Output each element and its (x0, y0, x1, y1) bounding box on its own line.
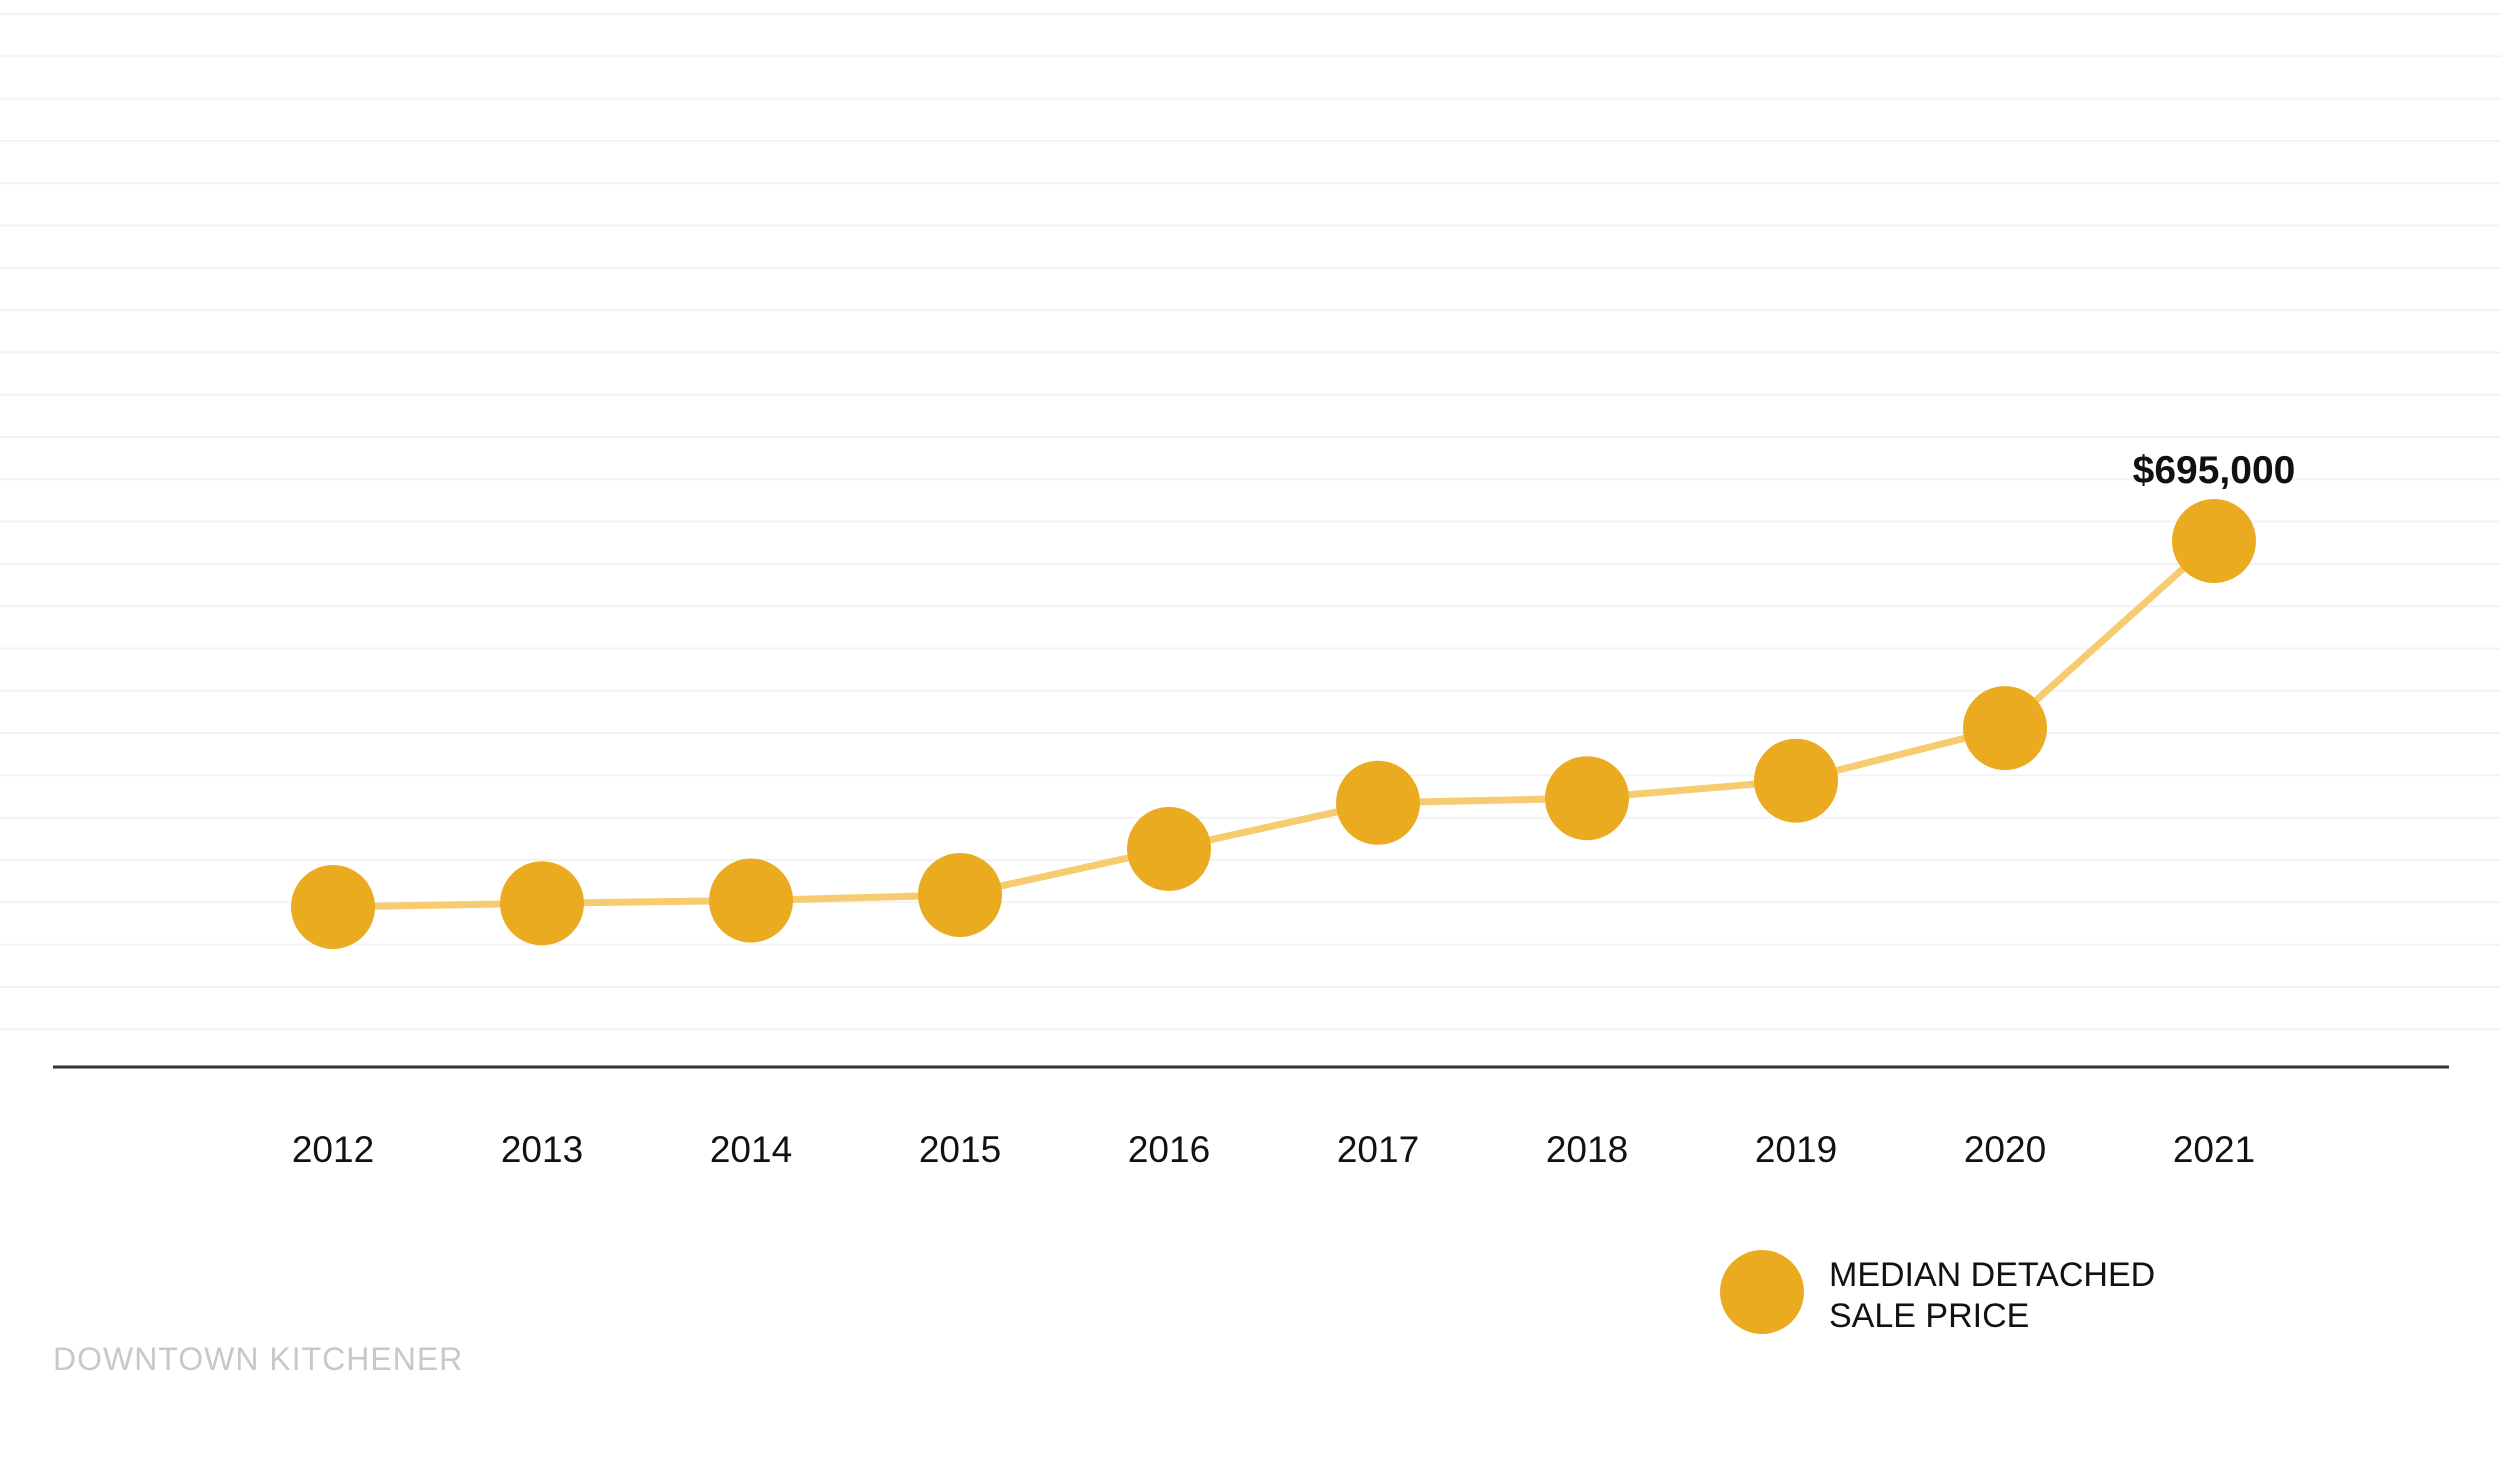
source-label: DOWNTOWN KITCHENER (53, 1341, 463, 1377)
data-point-2020 (1963, 686, 2047, 771)
x-tick-label-2018: 2018 (1546, 1129, 1628, 1170)
x-tick-labels: 2012 2013 2014 2015 2016 2017 2018 2019 2020 2021 (292, 1129, 2255, 1170)
data-point-2015 (918, 853, 1002, 937)
data-label-2021: $695,000 (2133, 449, 2296, 492)
legend: MEDIAN DETACHED SALE PRICE (1720, 1250, 2155, 1335)
data-point-2019 (1754, 738, 1838, 823)
x-tick-label-2016: 2016 (1128, 1129, 1210, 1170)
x-tick-label-2020: 2020 (1964, 1129, 2046, 1170)
data-point-2018 (1545, 756, 1629, 841)
x-tick-label-2012: 2012 (292, 1129, 374, 1170)
x-tick-label-2017: 2017 (1337, 1129, 1419, 1170)
data-point-2017 (1336, 760, 1420, 845)
x-tick-label-2021: 2021 (2173, 1129, 2255, 1170)
gridlines (0, 13, 2501, 1031)
legend-swatch (1720, 1250, 1804, 1334)
series-line (329, 537, 2218, 911)
data-point-2021 (2172, 499, 2256, 583)
x-tick-label-2014: 2014 (710, 1129, 792, 1170)
data-point-2012 (291, 865, 375, 949)
legend-label-line-2: SALE PRICE (1829, 1297, 2029, 1335)
data-labels: $695,000 (2133, 449, 2296, 492)
data-points (291, 499, 2256, 949)
data-point-2014 (709, 858, 793, 943)
x-tick-label-2015: 2015 (919, 1129, 1001, 1170)
data-point-2016 (1127, 806, 1211, 891)
x-tick-label-2019: 2019 (1755, 1129, 1837, 1170)
data-point-2013 (500, 861, 584, 946)
x-tick-label-2013: 2013 (501, 1129, 583, 1170)
legend-label-line-1: MEDIAN DETACHED (1829, 1256, 2155, 1294)
